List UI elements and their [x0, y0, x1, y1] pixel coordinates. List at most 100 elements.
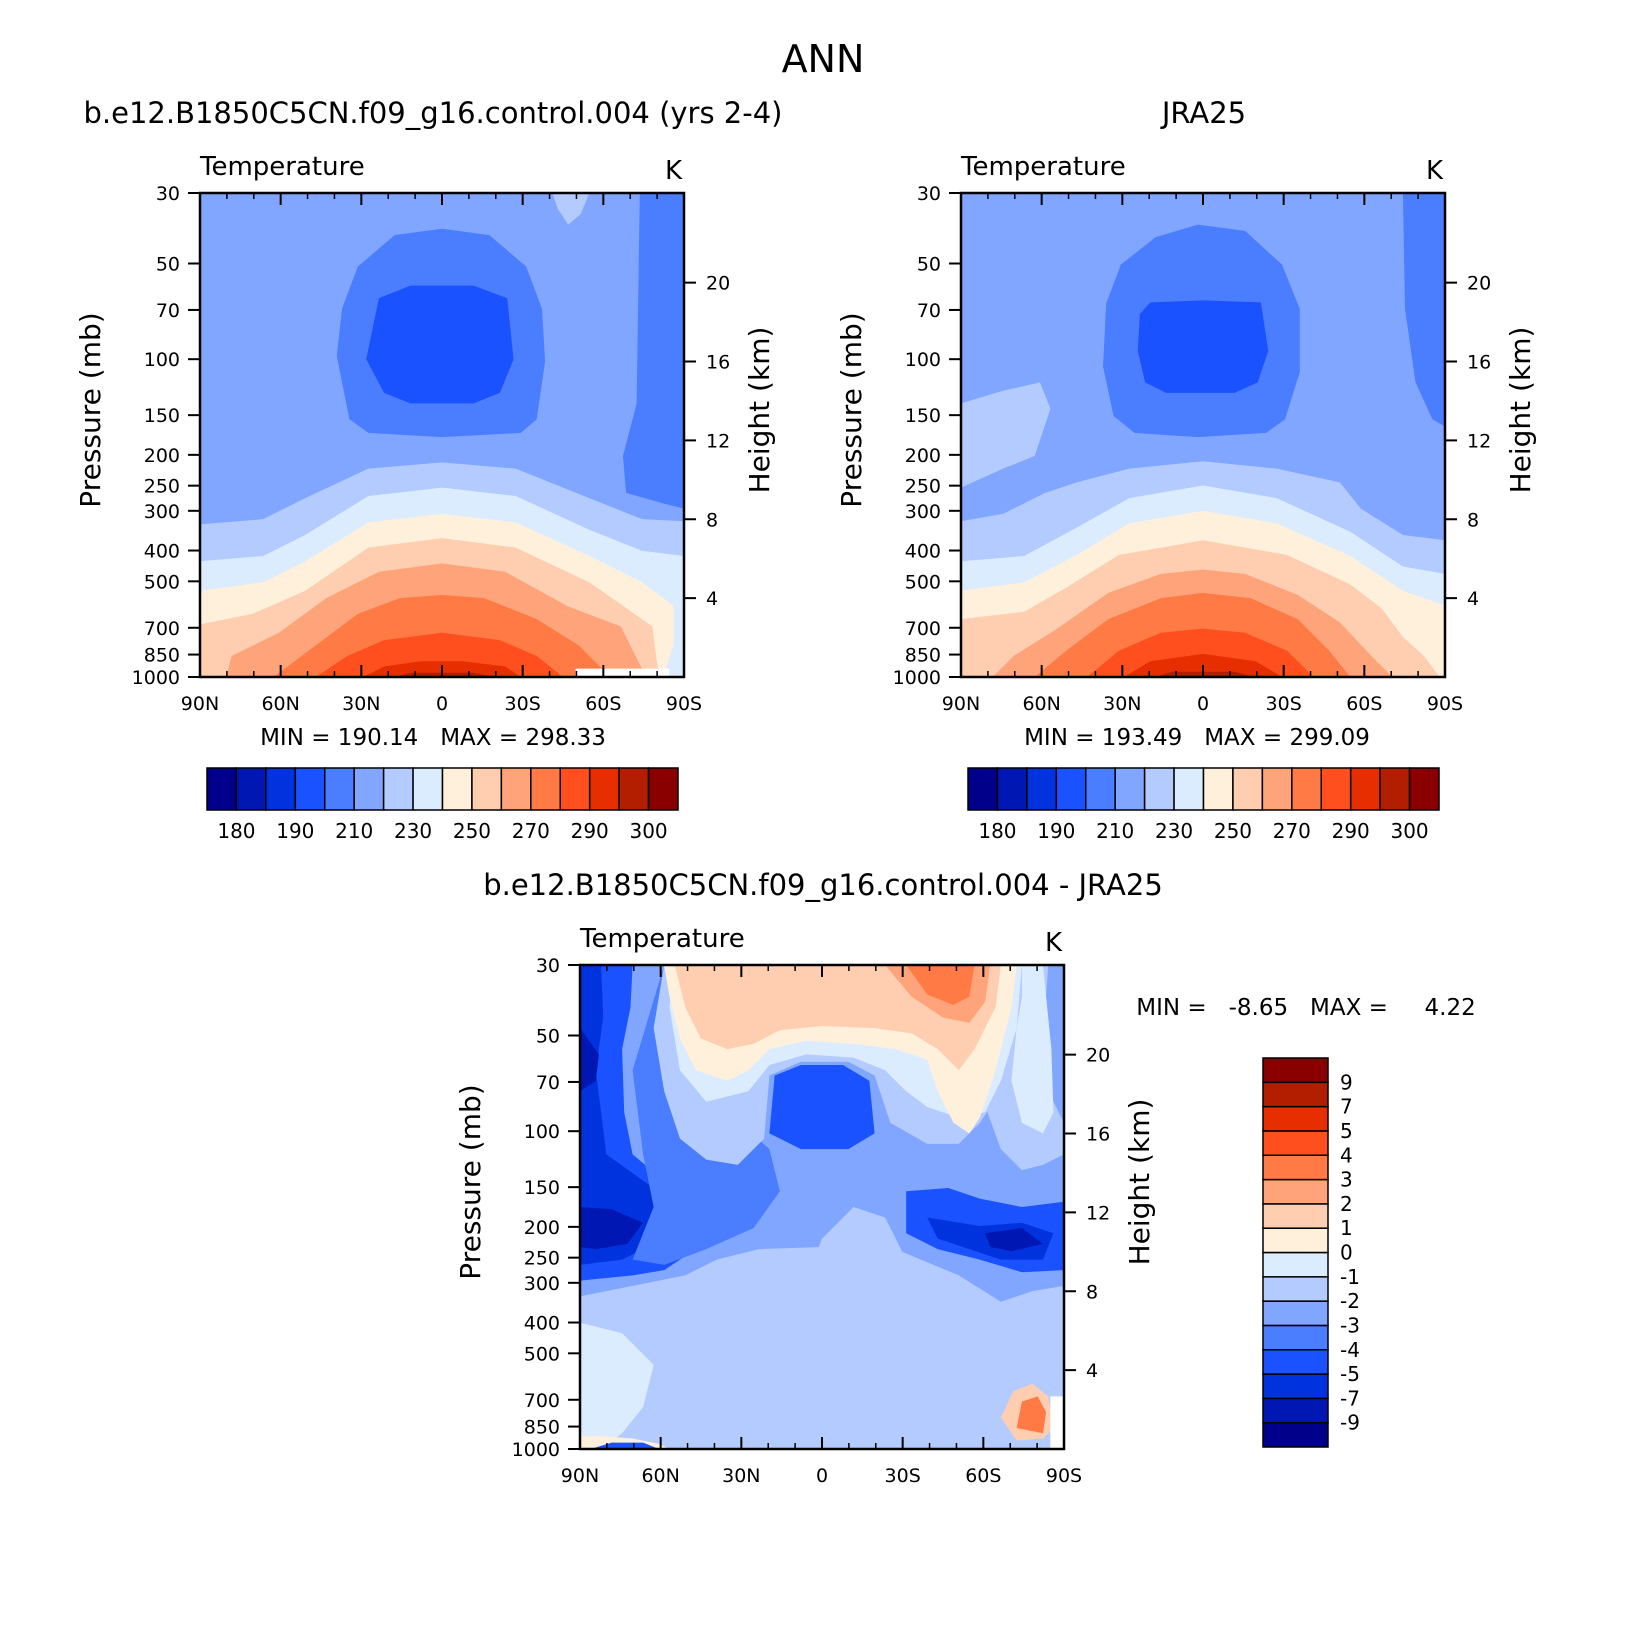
- x-tick-label: 0: [1197, 693, 1209, 715]
- y-tick-label: 500: [524, 1343, 560, 1365]
- colorbar-swatch: [1262, 1081, 1329, 1108]
- height-tick-label: 16: [706, 352, 730, 374]
- colorbar-swatch: [206, 767, 238, 811]
- colorbar-swatch: [996, 767, 1028, 811]
- colorbar-label: -1: [1340, 1265, 1360, 1289]
- colorbar-swatch: [1261, 767, 1293, 811]
- panel-title: JRA25: [1160, 96, 1246, 130]
- min-max-stats: MIN = 193.49 MAX = 299.09: [1024, 725, 1370, 751]
- y-axis-title: Pressure (mb): [454, 1084, 487, 1279]
- y-tick-label: 850: [524, 1417, 560, 1439]
- x-tick-label: 30N: [342, 693, 380, 715]
- colorbar-label: 9: [1340, 1070, 1353, 1094]
- height-tick-label: 8: [1467, 509, 1479, 531]
- y-tick-label: 700: [905, 618, 941, 640]
- x-tick-label: 90N: [561, 1465, 599, 1487]
- colorbar-label: 180: [978, 819, 1016, 843]
- colorbar-swatch: [1320, 767, 1352, 811]
- y-tick-label: 850: [144, 645, 180, 667]
- height-tick-label: 12: [1467, 430, 1491, 452]
- contour-region: [985, 1228, 1043, 1252]
- height-tick-label: 20: [1467, 273, 1491, 295]
- y-tick-label: 1000: [893, 667, 941, 689]
- contour-field: [580, 965, 1064, 1449]
- colorbar-swatch: [412, 767, 444, 811]
- colorbar-label: 230: [1155, 819, 1193, 843]
- colorbar-swatch: [1408, 767, 1440, 811]
- x-tick-label: 30S: [505, 693, 541, 715]
- y-tick-label: 500: [144, 571, 180, 593]
- colorbar-label: 230: [394, 819, 432, 843]
- x-tick-label: 90N: [942, 693, 980, 715]
- x-tick-label: 30N: [1103, 693, 1141, 715]
- x-tick-label: 90S: [1427, 693, 1463, 715]
- y-tick-label: 100: [905, 349, 941, 371]
- colorbar-swatch: [382, 767, 414, 811]
- colorbar-swatch: [1262, 1300, 1329, 1327]
- x-tick-label: 60S: [585, 693, 621, 715]
- contour-region: [580, 1207, 644, 1250]
- colorbar-label: 300: [629, 819, 667, 843]
- contour-region: [575, 668, 670, 677]
- height-tick-label: 4: [1086, 1360, 1098, 1382]
- y-tick-label: 70: [536, 1072, 560, 1094]
- x-tick-label: 90S: [1046, 1465, 1082, 1487]
- colorbar-label: -3: [1340, 1313, 1360, 1337]
- x-tick-label: 30N: [722, 1465, 760, 1487]
- colorbar-swatch: [1349, 767, 1381, 811]
- contour-field: [200, 193, 684, 677]
- y-tick-label: 700: [524, 1390, 560, 1412]
- y-tick-label: 500: [905, 571, 941, 593]
- y-tick-label: 70: [156, 300, 180, 322]
- colorbar-label: 250: [453, 819, 491, 843]
- colorbar-label: 4: [1340, 1143, 1353, 1167]
- height-tick-label: 8: [706, 509, 718, 531]
- colorbar-label: 180: [217, 819, 255, 843]
- colorbar-swatch: [1262, 1276, 1329, 1302]
- x-tick-label: 60N: [1022, 693, 1060, 715]
- colorbar-swatch: [1262, 1105, 1329, 1132]
- y-tick-label: 400: [905, 541, 941, 563]
- colorbar-label: -2: [1340, 1289, 1360, 1313]
- x-tick-label: 30S: [885, 1465, 921, 1487]
- height-tick-label: 20: [1086, 1045, 1110, 1067]
- colorbar-swatch: [441, 767, 473, 811]
- y-tick-label: 300: [144, 501, 180, 523]
- y-tick-label: 250: [524, 1248, 560, 1270]
- contour-region: [1137, 300, 1269, 393]
- colorbar-swatch: [1262, 1251, 1329, 1278]
- colorbar-swatch: [1173, 767, 1205, 811]
- colorbar: 180 190 210 230 250 270 290 300: [206, 767, 679, 843]
- x-tick-label: 60S: [965, 1465, 1001, 1487]
- contour-region: [1050, 1396, 1064, 1449]
- colorbar-label: -5: [1340, 1362, 1360, 1386]
- colorbar-swatch: [471, 767, 503, 811]
- colorbar-label: 290: [1332, 819, 1370, 843]
- variable-label: Temperature: [579, 924, 745, 954]
- panel-model: b.e12.B1850C5CN.f09_g16.control.004 (yrs…: [74, 96, 783, 843]
- x-tick-label: 90S: [666, 693, 702, 715]
- colorbar-swatch: [1262, 1227, 1329, 1254]
- colorbar-label: 3: [1340, 1168, 1353, 1192]
- contour-region: [315, 632, 563, 677]
- units-label: K: [1426, 156, 1444, 186]
- y-tick-label: 30: [156, 183, 180, 205]
- colorbar-label: 5: [1340, 1119, 1353, 1143]
- x-tick-label: 0: [816, 1465, 828, 1487]
- colorbar-swatch: [967, 767, 999, 811]
- contour-region: [674, 1280, 738, 1407]
- y-axis-title: Pressure (mb): [835, 312, 868, 507]
- x-tick-label: 90N: [181, 693, 219, 715]
- contour-field: [961, 193, 1445, 677]
- colorbar-swatch: [588, 767, 620, 811]
- colorbar-swatch: [235, 767, 267, 811]
- height-tick-label: 16: [1086, 1124, 1110, 1146]
- y-tick-label: 250: [144, 476, 180, 498]
- colorbar-swatch: [559, 767, 591, 811]
- y-tick-label: 150: [144, 405, 180, 427]
- colorbar-swatch: [1202, 767, 1234, 811]
- colorbar-swatch: [1262, 1324, 1329, 1351]
- colorbar-swatch: [265, 767, 297, 811]
- x-tick-label: 60S: [1346, 693, 1382, 715]
